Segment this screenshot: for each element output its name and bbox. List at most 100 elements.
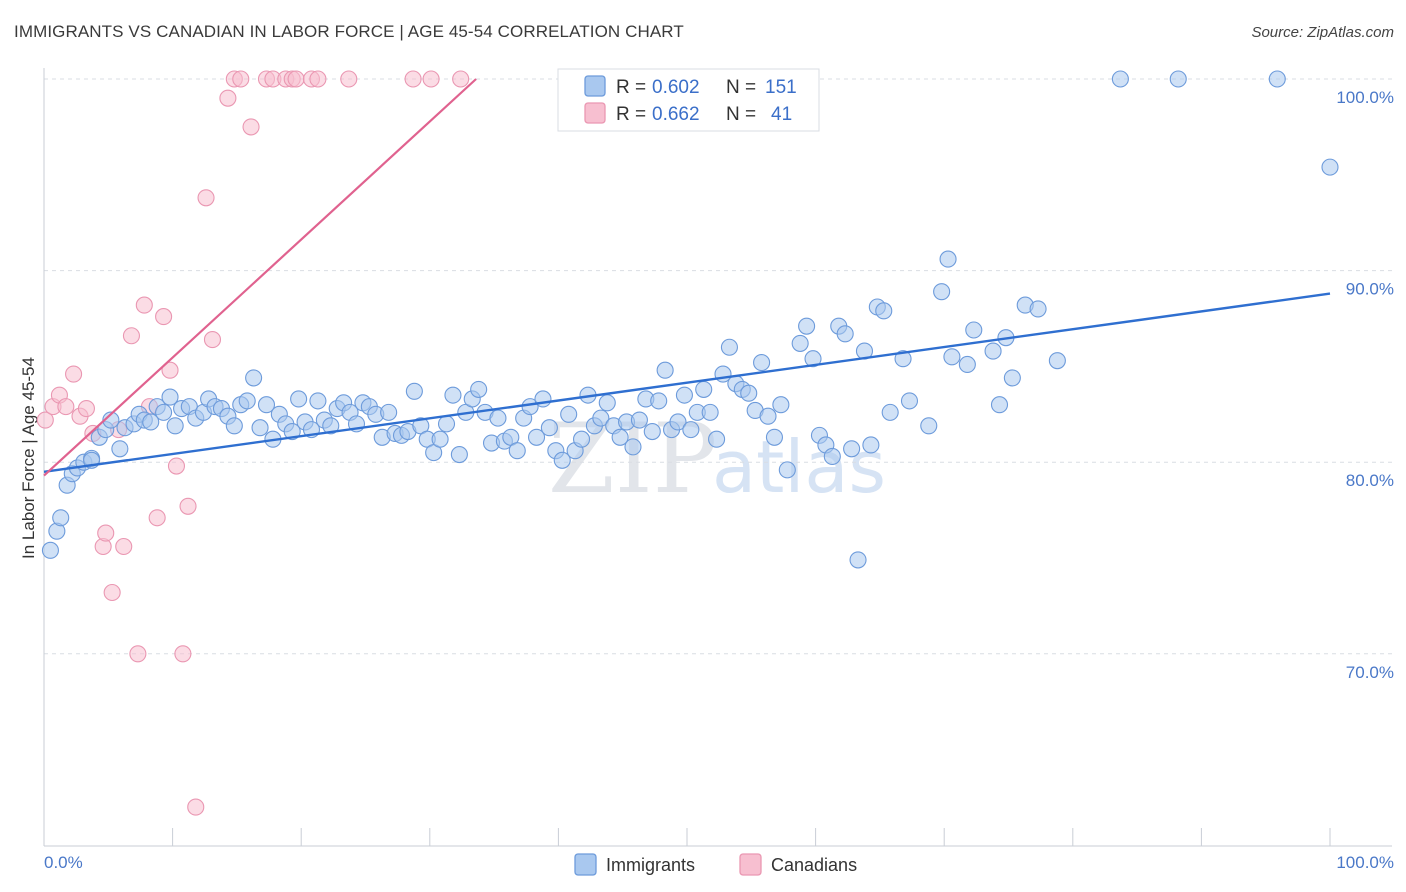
canadians-point-20: [167, 457, 186, 475]
immigrants-point-19: [161, 388, 179, 406]
immigrants-point-99: [675, 386, 693, 404]
legend-r-value-immigrants: 0.602: [652, 77, 700, 98]
immigrants-point-70: [489, 409, 507, 427]
immigrants-point-10: [102, 411, 120, 429]
immigrants-point-147: [1169, 70, 1187, 88]
y-tick-label-90: 90.0%: [1346, 280, 1394, 299]
immigrants-point-91: [624, 438, 642, 456]
immigrants-point-104: [708, 430, 726, 448]
x-tick-label-min: 0.0%: [44, 853, 83, 872]
immigrants-point-34: [257, 396, 276, 414]
immigrants-point-76: [527, 428, 546, 446]
immigrants-point-142: [1003, 369, 1021, 387]
canadians-point-19: [161, 361, 179, 379]
legend-r-value-canadians: 0.662: [652, 104, 700, 125]
immigrants-point-129: [875, 302, 893, 320]
immigrants-point-132: [900, 392, 919, 410]
gridlines: [44, 78, 1392, 655]
immigrants-point-18: [155, 403, 173, 421]
immigrants-point-133: [920, 417, 938, 435]
immigrants-point-117: [798, 317, 816, 335]
canadians-point-29: [242, 118, 260, 136]
bottom-legend-swatch-canadians: [739, 853, 762, 876]
immigrants-series: [41, 70, 1339, 569]
canadians-point-40: [452, 70, 470, 88]
bottom-legend-label-canadians: Canadians: [771, 855, 857, 875]
immigrants-point-53: [380, 403, 398, 421]
canadians-point-26: [219, 89, 237, 107]
bottom-legend-swatch-immigrants: [574, 853, 597, 876]
immigrants-point-127: [862, 436, 880, 454]
immigrants-point-92: [630, 411, 648, 429]
chart-source: Source: ZipAtlas.com: [1251, 24, 1394, 41]
immigrants-point-20: [166, 417, 184, 435]
canadians-point-39: [422, 70, 440, 88]
immigrants-point-121: [823, 447, 841, 466]
immigrants-point-137: [958, 355, 976, 374]
immigrants-point-33: [251, 419, 269, 437]
immigrants-point-61: [431, 430, 449, 448]
immigrants-point-144: [1029, 300, 1047, 318]
canadians-point-4: [65, 365, 83, 383]
immigrants-point-109: [740, 384, 758, 402]
legend-n-value-canadians: 41: [771, 104, 792, 125]
immigrants-point-125: [849, 551, 867, 569]
y-tick-label-100: 100.0%: [1336, 88, 1394, 107]
immigrants-point-103: [701, 403, 719, 421]
immigrants-point-136: [943, 348, 961, 366]
immigrants-point-131: [894, 350, 912, 368]
immigrants-point-2: [52, 509, 70, 527]
canadians-point-9: [97, 524, 115, 542]
immigrants-point-123: [836, 325, 854, 343]
immigrants-point-73: [508, 442, 526, 460]
immigrants-point-86: [592, 409, 610, 427]
immigrants-point-94: [643, 422, 661, 441]
immigrants-point-98: [669, 413, 687, 431]
legend-r-label-canadians: R =: [616, 104, 646, 125]
canadians-point-15: [135, 296, 153, 314]
immigrants-point-106: [720, 338, 738, 356]
immigrants-point-95: [650, 392, 668, 410]
immigrants-point-11: [111, 440, 129, 458]
immigrants-point-149: [1321, 158, 1339, 176]
immigrants-point-64: [450, 445, 468, 464]
legend-swatch-canadians: [584, 102, 606, 124]
canadians-point-24: [197, 189, 215, 207]
immigrants-point-96: [656, 361, 674, 379]
immigrants-point-140: [990, 396, 1009, 414]
canadians-point-23: [187, 798, 205, 816]
legend-n-label-immigrants: N =: [726, 77, 756, 98]
immigrants-point-116: [791, 334, 809, 352]
immigrants-point-63: [444, 386, 462, 404]
canadians-point-36: [309, 70, 327, 88]
immigrants-point-130: [881, 403, 899, 421]
chart-title: IMMIGRANTS VS CANADIAN IN LABOR FORCE | …: [14, 22, 684, 41]
immigrants-point-87: [598, 394, 616, 412]
immigrants-point-42: [309, 392, 327, 410]
watermark-atlas: atlas: [712, 425, 886, 509]
legend-n-value-immigrants: 151: [765, 77, 797, 98]
canadians-point-3: [57, 398, 75, 416]
canadians-point-18: [155, 308, 173, 326]
immigrants-point-145: [1048, 352, 1066, 370]
immigrants-point-83: [572, 430, 591, 448]
immigrants-point-31: [238, 392, 256, 410]
immigrants-point-114: [772, 396, 790, 414]
canadians-point-25: [203, 331, 222, 349]
immigrants-point-146: [1111, 70, 1129, 88]
immigrants-point-62: [437, 415, 456, 433]
x-ticks: [43, 828, 1331, 846]
immigrants-point-139: [984, 342, 1002, 360]
immigrants-point-44: [322, 417, 340, 435]
immigrants-point-124: [843, 440, 861, 458]
canadians-point-10: [103, 583, 121, 602]
immigrants-point-29: [225, 417, 243, 435]
immigrants-point-80: [553, 451, 571, 469]
immigrants-point-111: [753, 354, 771, 372]
immigrants-point-39: [290, 390, 308, 408]
legend-n-label-canadians: N =: [726, 104, 756, 125]
immigrants-point-100: [682, 421, 700, 439]
canadians-trend-line: [43, 78, 477, 477]
immigrants-point-113: [765, 428, 783, 446]
